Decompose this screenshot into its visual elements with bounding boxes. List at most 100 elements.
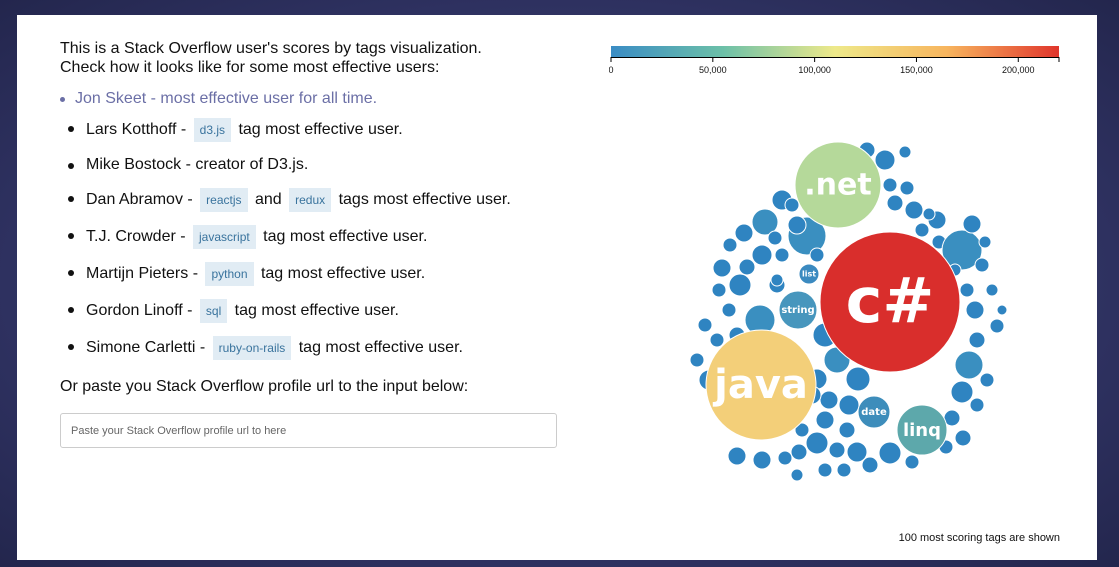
tag-bubble[interactable] — [941, 229, 983, 271]
tag-chip[interactable]: ruby-on-rails — [212, 336, 292, 360]
tag-bubble[interactable] — [898, 145, 912, 159]
tag-chip[interactable]: python — [205, 262, 254, 286]
tag-chip[interactable]: redux — [289, 188, 332, 212]
tag-bubble[interactable] — [969, 397, 985, 413]
user-link[interactable]: Jon Skeet - most effective user for all … — [75, 90, 378, 107]
tag-bubble[interactable] — [904, 454, 920, 470]
tag-bubble-net[interactable]: .net — [794, 141, 882, 229]
tag-bubble-circle[interactable] — [778, 290, 818, 330]
tag-bubble-date[interactable]: date — [857, 395, 891, 429]
tag-bubble[interactable] — [817, 462, 833, 478]
left-panel: This is a Stack Overflow user's scores b… — [60, 39, 580, 448]
tag-bubble[interactable] — [836, 462, 852, 478]
user-list-item[interactable]: Simone Carletti - ruby-on-rails tag most… — [60, 336, 580, 360]
tag-bubble-label: linq — [903, 420, 941, 441]
tag-bubble[interactable] — [721, 302, 737, 318]
user-description: tags most effective user. — [334, 191, 511, 209]
tag-bubble[interactable] — [886, 194, 904, 212]
tag-bubble-java[interactable]: java — [705, 329, 817, 441]
tag-bubble[interactable] — [689, 352, 705, 368]
tag-bubble[interactable] — [968, 331, 986, 349]
tag-bubble[interactable] — [838, 394, 860, 416]
tag-bubble[interactable] — [794, 422, 810, 438]
tag-bubble-circle[interactable] — [794, 141, 882, 229]
tag-bubble[interactable] — [774, 247, 790, 263]
tag-bubble[interactable] — [962, 214, 982, 234]
tag-bubble[interactable] — [882, 177, 898, 193]
legend-gradient-bar — [611, 46, 1059, 57]
tag-bubble[interactable] — [777, 450, 793, 466]
tag-bubble[interactable] — [874, 149, 896, 171]
tag-bubble[interactable] — [697, 317, 713, 333]
tag-bubble-csharp[interactable]: c# — [819, 231, 961, 373]
tag-bubble[interactable] — [819, 390, 839, 410]
tag-bubble[interactable] — [861, 456, 879, 474]
user-name: T.J. Crowder - — [86, 228, 191, 246]
user-list-item[interactable]: Jon Skeet - most effective user for all … — [60, 89, 580, 109]
user-list-item[interactable]: Martijn Pieters - python tag most effect… — [60, 262, 580, 286]
user-list-item[interactable]: Dan Abramov - reactjs and redux tags mos… — [60, 188, 580, 212]
tag-bubble[interactable] — [790, 443, 808, 461]
tag-bubble-circle[interactable] — [896, 404, 948, 456]
tag-bubble[interactable] — [959, 282, 975, 298]
user-list-item[interactable]: T.J. Crowder - javascript tag most effec… — [60, 225, 580, 249]
tag-bubble[interactable] — [712, 258, 732, 278]
tag-bubble[interactable] — [738, 258, 756, 276]
tag-bubble[interactable] — [979, 372, 995, 388]
tag-bubble[interactable] — [838, 421, 856, 439]
tag-bubble[interactable] — [954, 429, 972, 447]
tag-bubble[interactable] — [978, 235, 992, 249]
tag-bubble-circle[interactable] — [857, 395, 891, 429]
tag-chip[interactable]: d3.js — [193, 118, 232, 142]
tag-bubble[interactable] — [965, 300, 985, 320]
tag-bubble[interactable] — [751, 208, 779, 236]
tag-bubble-label: string — [781, 305, 814, 316]
tag-bubble[interactable] — [752, 450, 772, 470]
tag-bubble-circle[interactable] — [798, 263, 820, 285]
tag-bubble[interactable] — [751, 244, 773, 266]
tag-bubble[interactable] — [899, 180, 915, 196]
tag-bubble[interactable] — [770, 273, 784, 287]
tag-bubble[interactable] — [846, 441, 868, 463]
tag-bubble[interactable] — [784, 197, 800, 213]
user-list-item[interactable]: Lars Kotthoff - d3.js tag most effective… — [60, 118, 580, 142]
tag-chip[interactable]: javascript — [193, 225, 256, 249]
user-description: tag most effective user. — [234, 121, 403, 139]
tag-chip[interactable]: sql — [199, 299, 228, 323]
tag-bubble-string[interactable]: string — [778, 290, 818, 330]
user-list-item[interactable]: Mike Bostock - creator of D3.js. — [60, 155, 580, 175]
tag-bubble[interactable] — [845, 366, 871, 392]
user-list-item[interactable]: Gordon Linoff - sql tag most effective u… — [60, 299, 580, 323]
tag-bubble[interactable] — [904, 200, 924, 220]
tag-bubble[interactable] — [734, 223, 754, 243]
tag-bubble[interactable] — [996, 304, 1008, 316]
user-name: Gordon Linoff - — [86, 302, 197, 320]
tag-bubble[interactable] — [728, 273, 752, 297]
tag-bubble[interactable] — [878, 441, 902, 465]
tag-bubble[interactable] — [727, 446, 747, 466]
tag-bubble[interactable] — [787, 215, 807, 235]
tag-bubble-linq[interactable]: linq — [896, 404, 948, 456]
tag-bubble[interactable] — [767, 230, 783, 246]
legend-tick-label: 100,000 — [798, 65, 831, 75]
tag-bubble[interactable] — [828, 441, 846, 459]
tag-chip[interactable]: reactjs — [200, 188, 248, 212]
tag-bubble[interactable] — [950, 380, 974, 404]
tag-bubble[interactable] — [790, 468, 804, 482]
tag-bubble[interactable] — [815, 410, 835, 430]
tag-bubble[interactable] — [989, 318, 1005, 334]
profile-url-input[interactable] — [60, 413, 557, 448]
tag-bubble-circle[interactable] — [705, 329, 817, 441]
tag-bubble[interactable] — [709, 332, 725, 348]
tag-bubble[interactable] — [985, 283, 999, 297]
tag-bubble[interactable] — [722, 237, 738, 253]
tag-bubble[interactable] — [974, 257, 990, 273]
tag-bubble-list[interactable]: list — [798, 263, 820, 285]
tag-bubble[interactable] — [711, 282, 727, 298]
tag-bubble-circle[interactable] — [819, 231, 961, 373]
tag-bubble[interactable] — [914, 222, 930, 238]
tag-bubble[interactable] — [809, 247, 825, 263]
tag-bubble[interactable] — [954, 350, 984, 380]
tag-bubble[interactable] — [805, 431, 829, 455]
tag-bubble[interactable] — [922, 207, 936, 221]
